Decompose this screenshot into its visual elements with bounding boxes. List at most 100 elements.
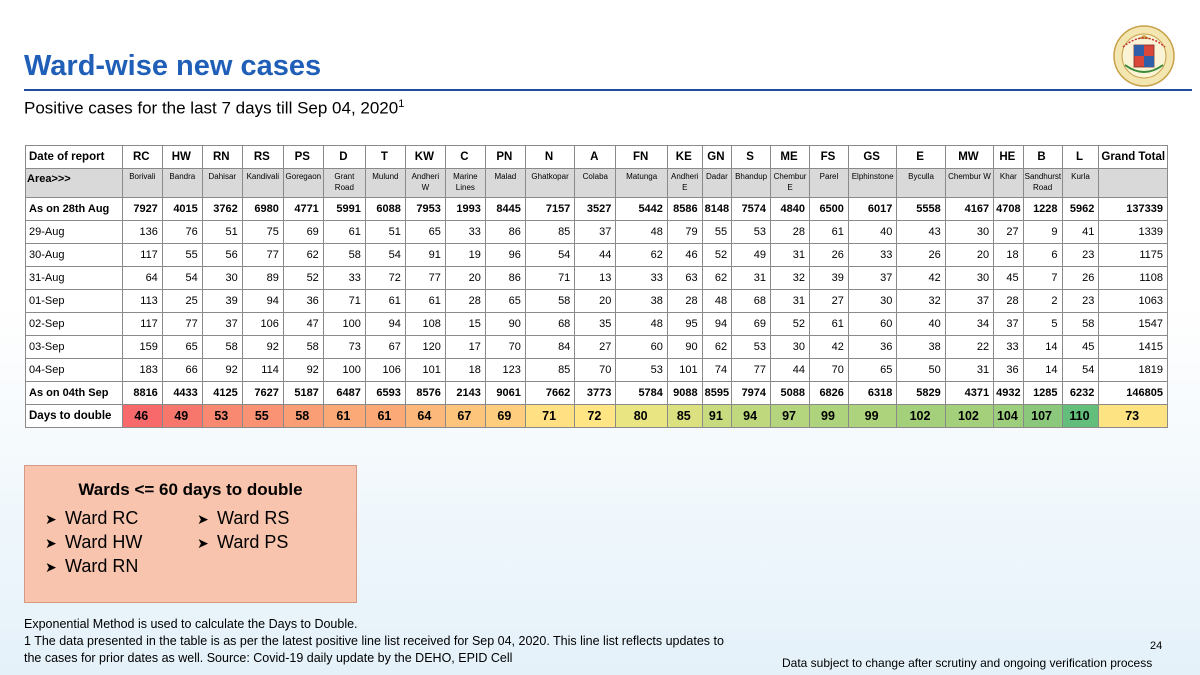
table-cell: 69 xyxy=(731,312,772,336)
table-cell: 106 xyxy=(364,358,406,382)
table-cell: 4433 xyxy=(161,381,203,405)
table-cell: 60 xyxy=(615,335,668,359)
row-label: As on 28th Aug xyxy=(25,197,123,221)
days-to-double-cell: 104 xyxy=(993,404,1024,428)
area-cell: Chembur E xyxy=(770,168,810,198)
column-header-d: D xyxy=(322,145,366,169)
table-cell: 4167 xyxy=(944,197,995,221)
slide-title: Ward-wise new cases xyxy=(24,50,322,82)
table-cell: 27 xyxy=(808,289,849,313)
table-cell: 100 xyxy=(322,312,366,336)
table-cell: 136 xyxy=(121,220,163,244)
table-cell: 86 xyxy=(484,266,526,290)
table-cell: 3762 xyxy=(201,197,243,221)
table-cell: 23 xyxy=(1061,243,1100,267)
table-cell: 30 xyxy=(201,266,243,290)
table-cell: 120 xyxy=(404,335,446,359)
table-cell: 1993 xyxy=(444,197,486,221)
table-cell: 53 xyxy=(731,335,772,359)
area-cell: Khar xyxy=(993,168,1024,198)
table-cell: 65 xyxy=(484,289,526,313)
table-cell: 1108 xyxy=(1098,266,1168,290)
column-header-gs: GS xyxy=(847,145,898,169)
table-cell: 64 xyxy=(121,266,163,290)
table-cell: 39 xyxy=(201,289,243,313)
column-header-rs: RS xyxy=(241,145,284,169)
table-cell: 1175 xyxy=(1098,243,1168,267)
table-cell: 1228 xyxy=(1022,197,1063,221)
table-cell: 8148 xyxy=(701,197,733,221)
table-cell: 4015 xyxy=(161,197,203,221)
row-label: 04-Sep xyxy=(25,358,123,382)
table-cell: 30 xyxy=(770,335,810,359)
table-cell: 55 xyxy=(701,220,733,244)
table-cell: 61 xyxy=(322,220,366,244)
table-cell: 13 xyxy=(574,266,617,290)
table-cell: 48 xyxy=(615,312,668,336)
table-cell: 5991 xyxy=(322,197,366,221)
table-cell: 5442 xyxy=(615,197,668,221)
table-cell: 2 xyxy=(1022,289,1063,313)
ward-list-item: ➤ Ward PS xyxy=(197,532,288,553)
table-cell: 14 xyxy=(1022,358,1063,382)
table-cell: 40 xyxy=(847,220,898,244)
table-cell: 33 xyxy=(993,335,1024,359)
table-cell: 90 xyxy=(484,312,526,336)
table-cell: 6500 xyxy=(808,197,849,221)
days-to-double-cell: 53 xyxy=(201,404,243,428)
table-cell: 31 xyxy=(770,289,810,313)
table-cell: 113 xyxy=(121,289,163,313)
table-cell: 54 xyxy=(1061,358,1100,382)
table-cell: 6017 xyxy=(847,197,898,221)
wards-callout-title: Wards <= 60 days to double xyxy=(78,480,303,499)
table-cell: 7627 xyxy=(241,381,284,405)
table-cell: 8595 xyxy=(701,381,733,405)
table-cell: 4708 xyxy=(993,197,1024,221)
days-to-double-cell: 69 xyxy=(484,404,526,428)
column-header-grand-total: Grand Total xyxy=(1098,145,1168,169)
table-cell: 18 xyxy=(444,358,486,382)
area-cell: Matunga xyxy=(615,168,668,198)
table-cell: 58 xyxy=(201,335,243,359)
column-header-ke: KE xyxy=(666,145,703,169)
column-header-hw: HW xyxy=(161,145,203,169)
table-cell: 58 xyxy=(322,243,366,267)
table-cell: 77 xyxy=(731,358,772,382)
table-cell: 33 xyxy=(444,220,486,244)
table-cell: 60 xyxy=(847,312,898,336)
days-to-double-row: Days to double 46 49 53 55 58 61 61 64 67 69 71 72 80… xyxy=(25,404,1168,428)
table-cell: 6980 xyxy=(241,197,284,221)
days-to-double-cell: 102 xyxy=(896,404,946,428)
table-cell: 94 xyxy=(364,312,406,336)
table-cell: 4840 xyxy=(770,197,810,221)
days-to-double-cell: 67 xyxy=(444,404,486,428)
arrow-bullet-icon: ➤ xyxy=(45,511,57,527)
arrow-bullet-icon: ➤ xyxy=(197,535,209,551)
area-cell: Andheri E xyxy=(666,168,703,198)
table-cell: 5784 xyxy=(615,381,668,405)
table-cell: 14 xyxy=(1022,335,1063,359)
table-cell: 183 xyxy=(121,358,163,382)
days-to-double-cell: 97 xyxy=(770,404,810,428)
table-cell: 54 xyxy=(524,243,576,267)
table-cell: 6232 xyxy=(1061,381,1100,405)
table-cell: 8576 xyxy=(404,381,446,405)
table-cell: 23 xyxy=(1061,289,1100,313)
table-cell: 39 xyxy=(808,266,849,290)
table-cell: 42 xyxy=(808,335,849,359)
table-cell: 62 xyxy=(615,243,668,267)
area-cell: Kandivali xyxy=(241,168,284,198)
table-cell: 7157 xyxy=(524,197,576,221)
row-label: 30-Aug xyxy=(25,243,123,267)
area-cell: Malad xyxy=(484,168,526,198)
table-cell: 37 xyxy=(944,289,995,313)
table-row: 30-Aug 117 55 56 77 62 58 54 91 19 96 54 44 62 46 52 49 3… xyxy=(25,243,1168,267)
area-cell: Borivali xyxy=(121,168,163,198)
days-to-double-cell: 71 xyxy=(524,404,576,428)
table-cell: 38 xyxy=(896,335,946,359)
days-to-double-cell: 110 xyxy=(1061,404,1100,428)
row-label: 29-Aug xyxy=(25,220,123,244)
table-cell: 5 xyxy=(1022,312,1063,336)
arrow-bullet-icon: ➤ xyxy=(45,559,57,575)
row-label: 31-Aug xyxy=(25,266,123,290)
